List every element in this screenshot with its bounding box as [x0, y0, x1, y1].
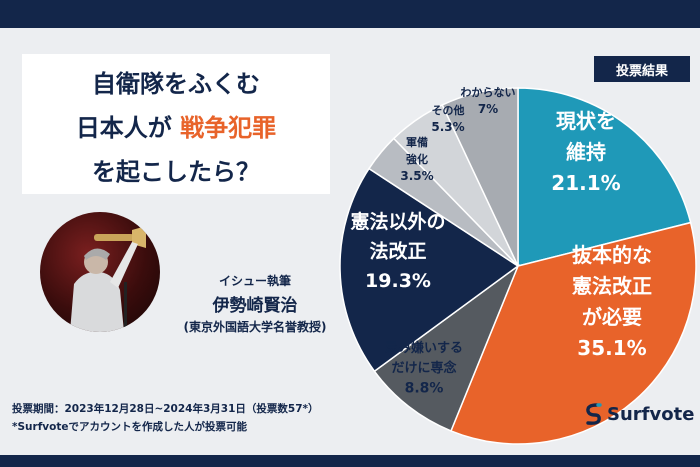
pie-value-3: 19.3% — [365, 270, 431, 292]
pie-label-2-line-1: だけに専念 — [391, 360, 456, 376]
pie-label-1-line-1: 憲法改正 — [572, 274, 652, 298]
pie-value-1: 35.1% — [577, 336, 646, 360]
author-affiliation: (東京外国語大学名誉教授) — [183, 320, 327, 334]
surfvote-logo[interactable]: Surfvote — [583, 402, 694, 426]
pie-label-0-line-0: 現状を — [556, 109, 616, 133]
pie-value-2: 8.8% — [405, 380, 444, 396]
bottom-bar — [0, 455, 700, 467]
headline-line-3: を起こしたら？ — [92, 158, 260, 186]
pie-value-4: 3.5% — [400, 169, 433, 183]
surfvote-logo-icon — [586, 403, 602, 425]
voting-note: *Surfvoteでアカウントを作成した人が投票可能 — [12, 421, 247, 433]
headline-line-2: 日本人が 戦争犯罪 — [22, 108, 330, 143]
pie-label-5-line-0: その他 — [432, 103, 465, 117]
headline-line-2-pre: 日本人が — [75, 114, 172, 142]
pie-label-0-line-1: 維持 — [566, 140, 606, 164]
pie-label-3-line-0: 憲法以外の — [350, 210, 445, 233]
headline-box: 自衛隊をふくむ 日本人が 戦争犯罪 を起こしたら？ — [22, 54, 330, 194]
pie-slice-6 — [441, 87, 519, 267]
author-name: 伊勢崎賢治 — [212, 296, 298, 316]
pie-slice-1 — [450, 221, 697, 445]
trumpet-player-illustration — [70, 226, 146, 332]
pie-value-6: 7% — [478, 102, 498, 116]
pie-value-0: 21.1% — [551, 171, 620, 195]
voting-period: 投票期間：2023年12月28日~2024年3月31日（投票数57*） — [12, 403, 319, 415]
pie-label-4-line-0: 軍備 — [406, 135, 428, 149]
author-block: イシュー執筆 伊勢崎賢治 (東京外国語大学名誉教授) — [160, 272, 350, 335]
top-bar — [0, 0, 700, 28]
pie-slice-3 — [339, 167, 520, 373]
author-photo — [40, 212, 160, 332]
headline-highlight: 戦争犯罪 — [180, 114, 277, 142]
pie-label-6-line-0: わからない — [461, 86, 516, 99]
pie-label-3-line-1: 法改正 — [369, 239, 426, 262]
result-badge: 投票結果 — [594, 56, 690, 82]
pie-slice-0 — [517, 87, 692, 267]
pie-value-5: 5.3% — [431, 120, 464, 134]
author-role: イシュー執筆 — [218, 274, 291, 288]
pie-slice-2 — [373, 263, 520, 432]
pie-label-2-line-0: 忌み嫌いする — [385, 340, 463, 356]
pie-label-4-line-1: 強化 — [406, 152, 428, 166]
pie-label-1-line-0: 抜本的な — [572, 243, 652, 267]
surfvote-logo-text: Surfvote — [607, 403, 695, 425]
headline-line-1: 自衛隊をふくむ — [92, 70, 260, 98]
pie-label-1-line-2: が必要 — [582, 305, 642, 329]
